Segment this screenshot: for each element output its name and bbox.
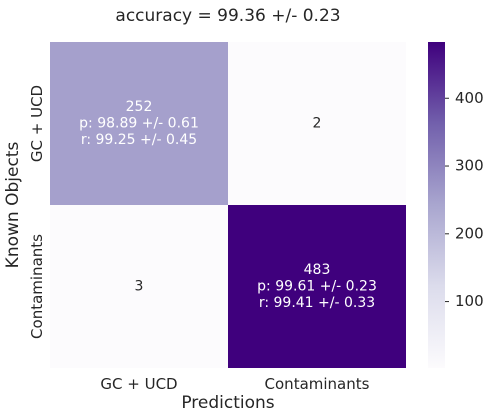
cell-annotation: r: 99.41 +/- 0.33 bbox=[259, 295, 375, 311]
x-axis-label: Predictions bbox=[181, 393, 274, 413]
y-axis-label: Known Objects bbox=[3, 142, 23, 269]
colorbar bbox=[428, 42, 445, 368]
cell-annotation: 3 bbox=[135, 279, 144, 295]
y-tick-label: GC + UCD bbox=[28, 85, 46, 162]
colorbar-tick-label: 300 bbox=[455, 157, 484, 175]
x-tick-label: Contaminants bbox=[265, 375, 370, 393]
heatmap-cell bbox=[50, 205, 228, 368]
cell-annotation: r: 99.25 +/- 0.45 bbox=[81, 132, 197, 148]
heatmap-cells bbox=[50, 42, 406, 368]
heatmap-cell bbox=[50, 42, 228, 205]
y-tick-label: Contaminants bbox=[28, 234, 46, 339]
colorbar-tick-label: 100 bbox=[455, 292, 484, 310]
heatmap-cell bbox=[228, 205, 406, 368]
x-tick-label: GC + UCD bbox=[100, 375, 177, 393]
cell-annotation: 252 bbox=[126, 99, 153, 115]
cell-annotation: 2 bbox=[313, 116, 322, 132]
colorbar-tick-label: 200 bbox=[455, 224, 484, 242]
colorbar-tick-label: 400 bbox=[455, 89, 484, 107]
chart-title: accuracy = 99.36 +/- 0.23 bbox=[115, 6, 340, 26]
colorbar-ticks: 100 200 300 400 bbox=[445, 89, 484, 310]
y-tick-labels: GC + UCD Contaminants bbox=[28, 85, 46, 339]
x-tick-labels: GC + UCD Contaminants bbox=[100, 375, 369, 393]
cell-annotation: p: 99.61 +/- 0.23 bbox=[257, 279, 377, 295]
heatmap-cell bbox=[228, 42, 406, 205]
cell-annotation: 483 bbox=[304, 262, 331, 278]
cell-annotation: p: 98.89 +/- 0.61 bbox=[79, 116, 199, 132]
